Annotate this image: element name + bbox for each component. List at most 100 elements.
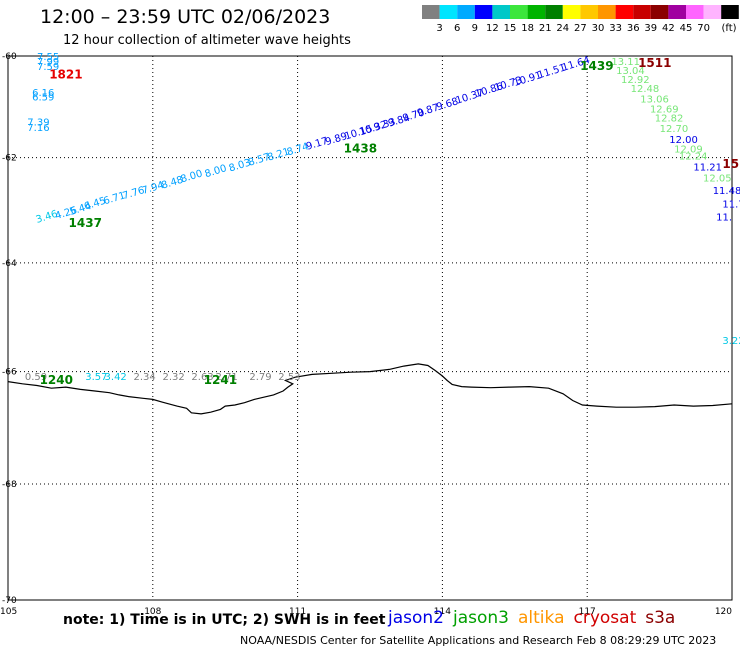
swh-label: 2.32 [162, 372, 184, 383]
swh-label: 8.00 [179, 168, 204, 185]
swh-label: 13.06 [640, 94, 669, 105]
swh-label: 12.00 [669, 135, 698, 146]
legend-unit-label: (ft) [721, 23, 736, 34]
lat-tick-label: -68 [2, 480, 17, 490]
coastline [7, 363, 733, 415]
legend-tick-label: 9 [472, 23, 478, 34]
legend-swatch [545, 5, 563, 19]
swh-label: 2.53 [278, 372, 300, 383]
legend-tick-label: 24 [556, 23, 569, 34]
lat-tick-label: -64 [2, 259, 17, 269]
lon-tick-label: 117 [579, 607, 596, 617]
lon-tick-label: 105 [0, 607, 17, 617]
legend-tick-label: 18 [521, 23, 534, 34]
swh-label: 12.70 [660, 124, 689, 135]
pass-time-label: 1438 [344, 141, 377, 155]
swh-label: 3.57 [85, 372, 107, 383]
swh-label: 12.05 [703, 173, 732, 184]
swh-label: 12.09 [674, 144, 703, 155]
legend-swatch [457, 5, 475, 19]
legend-tick-label: 70 [697, 23, 710, 34]
swh-label: 2.79 [249, 372, 271, 383]
legend-swatch [492, 5, 510, 19]
swh-label: 11. [716, 212, 732, 223]
pass-time-label: 1821 [49, 68, 82, 82]
legend-tick-label: 45 [680, 23, 693, 34]
legend-tick-label: 30 [592, 23, 605, 34]
map-title: 12:00 – 23:59 UTC 02/06/2023 [40, 6, 331, 28]
map-subtitle: 12 hour collection of altimeter wave hei… [63, 33, 351, 48]
legend-tick-label: 33 [609, 23, 622, 34]
satellite-legend-jason3: jason3 [453, 608, 509, 628]
lat-tick-label: -66 [2, 368, 17, 378]
legend-tick-label: 39 [644, 23, 657, 34]
legend-swatch [598, 5, 616, 19]
swh-label: 13.04 [616, 66, 645, 77]
legend-swatch [703, 5, 722, 19]
legend-swatch [580, 5, 598, 19]
legend-tick-label: 6 [454, 23, 460, 34]
swh-label: 2.63 [191, 372, 213, 383]
legend-swatch [668, 5, 686, 19]
legend-swatch [633, 5, 651, 19]
swh-label: 6.16 [32, 88, 54, 99]
legend-swatch [510, 5, 528, 19]
note-text: note: 1) Time is in UTC; 2) SWH is in fe… [63, 612, 386, 628]
swh-label: 11.7 [722, 200, 740, 211]
swh-label: 11.21 [693, 163, 722, 174]
swh-label: 2.71 [216, 372, 238, 383]
lon-tick-label: 111 [289, 607, 306, 617]
legend-tick-label: 15 [504, 23, 517, 34]
legend-tick-label: 3 [436, 23, 442, 34]
swh-label: 7.55 [37, 52, 59, 63]
satellite-legend-altika: altika [518, 608, 565, 628]
swh-label: 6.59 [32, 92, 54, 103]
legend-swatch [527, 5, 546, 19]
swh-label: 2.34 [133, 372, 155, 383]
swh-label: 12.92 [621, 75, 650, 86]
swh-label: 7.39 [27, 118, 49, 129]
swh-label: 0.59 [25, 372, 47, 383]
swh-label: 12.24 [679, 152, 708, 163]
legend-tick-label: 42 [662, 23, 675, 34]
swh-label: 7.99 [37, 57, 59, 68]
lat-tick-label: -70 [2, 596, 17, 606]
legend-tick-label: 12 [486, 23, 499, 34]
swh-label: 12.82 [655, 114, 684, 125]
swh-label: 12.69 [650, 104, 679, 115]
lon-tick-label: 114 [434, 607, 451, 617]
pass-time-label: 151 [722, 157, 740, 171]
color-scale-legend: 3 6 9 12 15 18 21 24 27 30 33 36 39 42 45 70 (ft) [422, 5, 739, 34]
swh-label: 7.16 [27, 123, 49, 134]
pass-time-label: 1511 [638, 56, 671, 70]
swh-label: 3.42 [105, 372, 127, 383]
lat-tick-label: -62 [2, 154, 17, 164]
swh-label: 7.59 [37, 62, 59, 73]
lon-tick-label: 108 [144, 607, 161, 617]
swh-label: 8.00 [204, 163, 229, 180]
legend-swatch [721, 5, 739, 19]
legend-swatch [474, 5, 493, 19]
swh-label: 3.22 [722, 336, 740, 347]
legend-swatch [422, 5, 440, 19]
pass-time-label: 1240 [40, 373, 73, 387]
legend-swatch [650, 5, 669, 19]
satellite-legend-cryosat: cryosat [573, 608, 637, 628]
pass-time-label: 1437 [69, 216, 102, 230]
pass-time-label: 1241 [204, 373, 237, 387]
legend-tick-label: 27 [574, 23, 587, 34]
lon-tick-label: 120 [715, 607, 732, 617]
legend-swatch [615, 5, 634, 19]
satellite-legend: jason2 jason3 altika cryosat s3a [388, 608, 684, 628]
legend-tick-label: 21 [539, 23, 552, 34]
legend-swatch [562, 5, 581, 19]
satellite-legend-s3a: s3a [645, 608, 676, 628]
swh-label: 13.11 [611, 57, 640, 68]
swh-label: 12.48 [631, 84, 660, 95]
legend-tick-label: 36 [627, 23, 640, 34]
satellite-legend-jason2: jason2 [388, 608, 444, 628]
legend-swatch [686, 5, 704, 19]
legend-swatch [439, 5, 458, 19]
swh-label: 11.48 [713, 186, 740, 197]
